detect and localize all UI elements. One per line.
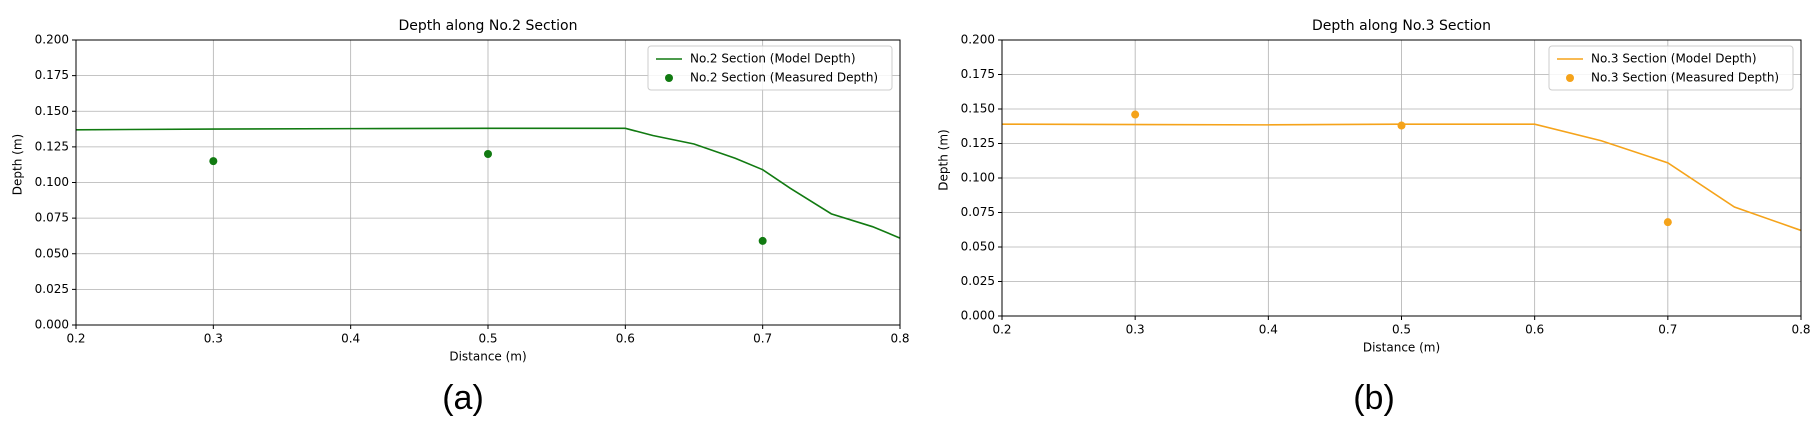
x-tick-label: 0.2	[66, 332, 85, 346]
axes-frame	[75, 39, 901, 326]
y-tick-label: 0.050	[961, 240, 995, 254]
x-tick-label: 0.6	[1525, 323, 1544, 337]
subplot-label: (b)	[1353, 379, 1395, 417]
measured-point	[209, 157, 218, 166]
axes-frame	[1001, 39, 1802, 317]
y-tick-label: 0.000	[961, 309, 995, 323]
legend-marker	[1566, 74, 1574, 82]
legend-marker	[665, 74, 673, 82]
y-tick-label: 0.125	[961, 136, 995, 150]
model-line	[75, 127, 901, 239]
y-tick-label: 0.175	[35, 68, 69, 82]
y-axis-label: Depth (m)	[937, 129, 951, 190]
measured-point	[1397, 121, 1406, 130]
x-tick-label: 0.7	[1658, 323, 1677, 337]
x-tick-label: 0.4	[1259, 323, 1278, 337]
y-tick-label: 0.150	[961, 102, 995, 116]
x-tick-label: 0.4	[341, 332, 360, 346]
subplot-label: (a)	[442, 379, 484, 417]
y-tick-label: 0.100	[961, 171, 995, 185]
legend-box	[1548, 45, 1794, 91]
x-tick-label: 0.5	[478, 332, 497, 346]
y-tick-label: 0.125	[35, 139, 69, 153]
y-tick-label: 0.200	[35, 33, 69, 47]
y-tick-label: 0.025	[35, 282, 69, 296]
x-tick-label: 0.3	[204, 332, 223, 346]
x-tick-label: 0.7	[753, 332, 772, 346]
model-line	[1001, 123, 1802, 232]
y-tick-label: 0.150	[35, 104, 69, 118]
y-tick-label: 0.175	[961, 67, 995, 81]
measured-point	[1131, 110, 1140, 119]
measured-point	[1663, 218, 1672, 227]
y-tick-label: 0.075	[35, 211, 69, 225]
x-tick-label: 0.8	[890, 332, 909, 346]
x-axis-label: Distance (m)	[1363, 341, 1440, 355]
y-tick-label: 0.200	[961, 33, 995, 47]
x-tick-label: 0.3	[1126, 323, 1145, 337]
y-axis-label: Depth (m)	[11, 134, 25, 195]
measured-point	[484, 150, 492, 158]
legend-box	[647, 45, 893, 91]
y-tick-label: 0.050	[35, 246, 69, 260]
y-tick-label: 0.000	[35, 318, 69, 332]
x-axis-label: Distance (m)	[449, 350, 526, 364]
y-tick-label: 0.075	[961, 205, 995, 219]
x-tick-label: 0.2	[992, 323, 1011, 337]
measured-point	[758, 236, 767, 245]
legend-label: No.3 Section (Model Depth)	[1591, 52, 1757, 66]
x-tick-label: 0.6	[616, 332, 635, 346]
chart-title: Depth along No.2 Section	[399, 18, 578, 34]
legend-label: No.3 Section (Measured Depth)	[1591, 71, 1779, 85]
legend-label: No.2 Section (Model Depth)	[690, 52, 856, 66]
legend-label: No.2 Section (Measured Depth)	[690, 71, 878, 85]
y-tick-label: 0.025	[961, 274, 995, 288]
x-tick-label: 0.8	[1791, 323, 1810, 337]
y-tick-label: 0.100	[35, 175, 69, 189]
chart-title: Depth along No.3 Section	[1312, 18, 1491, 34]
x-tick-label: 0.5	[1392, 323, 1411, 337]
